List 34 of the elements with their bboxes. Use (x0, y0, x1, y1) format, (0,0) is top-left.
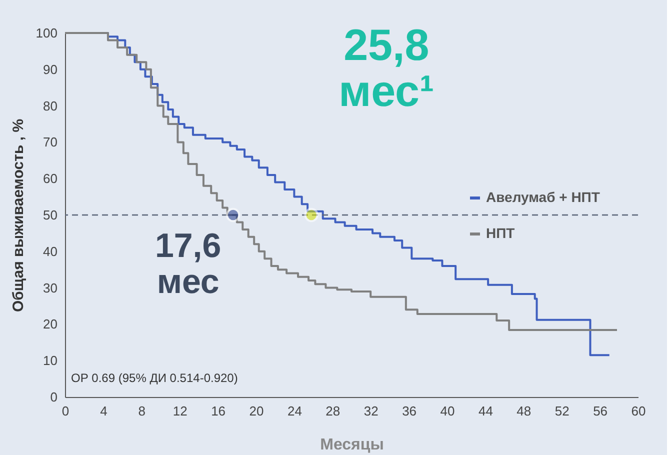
legend-label: НПТ (486, 225, 516, 241)
y-axis-title: Общая выживаемость , % (10, 118, 27, 312)
y-tick-label: 0 (50, 390, 58, 404)
x-tick-label: 16 (211, 404, 226, 418)
y-tick-label: 90 (43, 62, 58, 77)
y-tick-label: 20 (43, 316, 58, 332)
x-tick-label: 40 (440, 404, 455, 418)
x-tick-label: 12 (172, 404, 188, 418)
x-tick-label: 52 (554, 404, 570, 418)
annotation: ОР 0.69 (95% ДИ 0.514-0.920) (71, 371, 238, 385)
y-tick-label: 10 (43, 353, 58, 368)
x-tick-label: 44 (478, 404, 493, 418)
x-tick-label: 24 (287, 404, 302, 418)
x-tick-label: 4 (100, 404, 108, 418)
y-tick-label: 70 (43, 134, 58, 150)
annotation: 17,6 мес (154, 227, 222, 301)
annotation: 25,8 мес¹ (338, 21, 434, 116)
x-tick-label: 48 (516, 404, 532, 418)
x-axis-title: Месяцы (320, 436, 384, 454)
x-tick-label: 60 (631, 404, 646, 418)
y-tick-label: 80 (43, 98, 58, 114)
y-tick-label: 100 (36, 26, 58, 40)
y-tick-label: 60 (43, 171, 58, 186)
y-tick-label: 50 (43, 208, 58, 222)
legend-label: Авелумаб + НПТ (486, 189, 600, 205)
y-tick-label: 40 (43, 244, 58, 259)
x-tick-label: 0 (62, 404, 70, 418)
x-tick-label: 56 (593, 404, 608, 418)
x-tick-label: 28 (326, 404, 340, 418)
x-tick-label: 20 (249, 404, 264, 418)
y-tick-label: 30 (43, 280, 58, 296)
x-tick-label: 32 (364, 404, 378, 418)
x-tick-label: 8 (138, 404, 146, 418)
x-tick-label: 36 (402, 404, 417, 418)
